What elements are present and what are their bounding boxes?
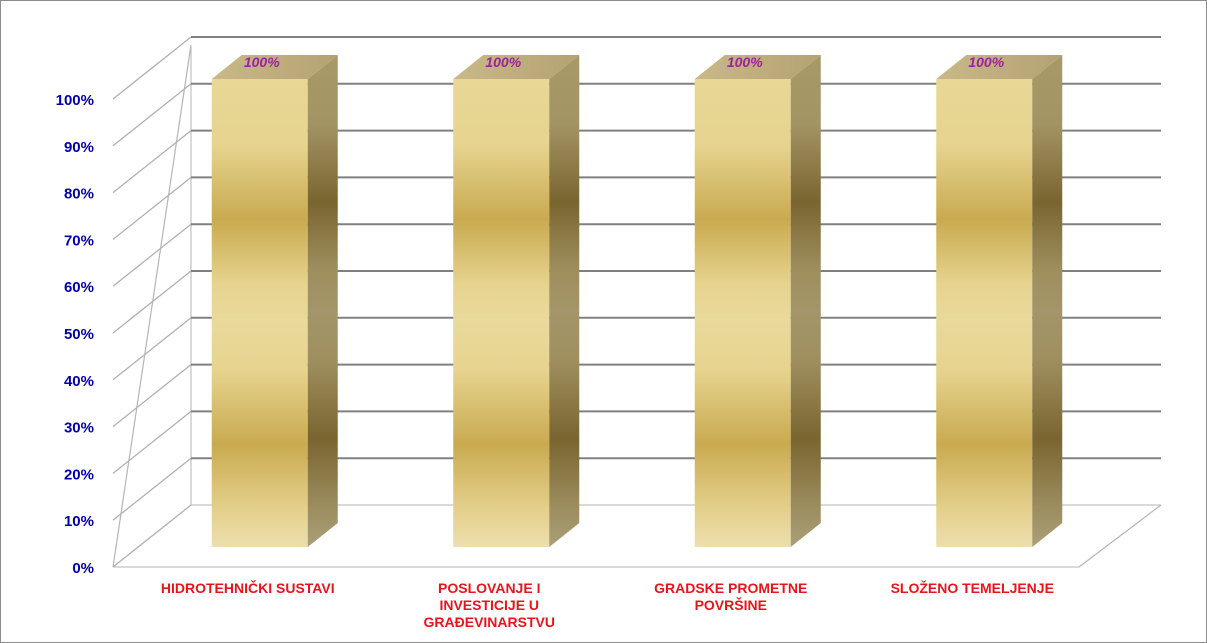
grid-diagonal-7 — [112, 176, 192, 240]
chart-walls — [112, 44, 1162, 568]
y-tick-label-6: 60% — [64, 279, 94, 296]
y-tick-label-5: 50% — [64, 326, 94, 343]
floor-right-edge — [1078, 504, 1162, 568]
data-labels: 100% 100% 100% 100% — [244, 54, 1005, 70]
y-tick-label-0: 0% — [72, 560, 94, 577]
grid-diagonal-0 — [112, 504, 192, 568]
category-label-2-line-1: POVRŠINE — [695, 596, 767, 613]
category-label-3-line-0: SLOŽENO TEMELJENJE — [891, 579, 1054, 596]
bar-front-0 — [211, 79, 308, 547]
bar-1 — [453, 55, 580, 547]
category-label-1-line-1: INVESTICIJE U — [439, 597, 539, 613]
y-tick-label-8: 80% — [64, 186, 94, 203]
category-label-3: SLOŽENO TEMELJENJE — [891, 579, 1054, 596]
data-label-1: 100% — [485, 54, 521, 70]
bar-2 — [694, 55, 821, 547]
category-label-1-line-2: GRAĐEVINARSTVU — [424, 614, 555, 630]
grid-diagonal-6 — [112, 223, 192, 287]
category-label-0-line-0: HIDROTEHNIČKI SUSTAVI — [161, 579, 335, 596]
y-tick-label-7: 70% — [64, 232, 94, 249]
bar-side-1 — [549, 55, 580, 547]
grid-diagonal-9 — [112, 83, 192, 147]
y-tick-label-10: 100% — [56, 92, 94, 109]
bar-top-3 — [936, 55, 1063, 79]
bar-front-1 — [453, 79, 550, 547]
x-axis-category-labels: HIDROTEHNIČKI SUSTAVI POSLOVANJE I INVESTI… — [161, 579, 1054, 630]
category-label-1: POSLOVANJE I INVESTICIJE U GRAĐEVINARSTVU — [424, 580, 555, 630]
category-label-1-line-0: POSLOVANJE I — [438, 580, 540, 596]
y-tick-label-3: 30% — [64, 420, 94, 437]
grid-diagonal-8 — [112, 130, 192, 194]
bar-front-2 — [694, 79, 791, 547]
y-tick-label-2: 20% — [64, 466, 94, 483]
grid-diagonal-2 — [112, 410, 192, 474]
category-label-2-line-0: GRADSKE PROMETNE — [654, 580, 807, 596]
data-label-3: 100% — [968, 54, 1004, 70]
bar-side-3 — [1032, 55, 1063, 547]
data-label-0: 100% — [244, 54, 280, 70]
grid-diagonal-4 — [112, 317, 192, 381]
bar-side-0 — [307, 55, 338, 547]
category-label-0: HIDROTEHNIČKI SUSTAVI — [161, 579, 335, 596]
bar-top-0 — [211, 55, 338, 79]
grid-diagonal-5 — [112, 270, 192, 334]
category-label-2: GRADSKE PROMETNE POVRŠINE — [654, 580, 807, 613]
grid-diagonal-3 — [112, 364, 192, 428]
bar-front-3 — [936, 79, 1033, 547]
y-tick-label-9: 90% — [64, 139, 94, 156]
y-tick-label-4: 40% — [64, 373, 94, 390]
y-axis-tick-labels: 0% 10% 20% 30% 40% 50% 60% 70% 80% 90% 100% — [56, 92, 94, 577]
bar-3 — [936, 55, 1063, 547]
left-wall-edge — [112, 44, 192, 568]
grid-diagonal-10 — [112, 36, 192, 100]
bar-0 — [211, 55, 338, 547]
bar-top-1 — [453, 55, 580, 79]
y-tick-label-1: 10% — [64, 513, 94, 530]
data-label-2: 100% — [727, 54, 763, 70]
grid-diagonal-1 — [112, 457, 192, 521]
bar-top-2 — [694, 55, 821, 79]
bar-side-2 — [790, 55, 821, 547]
bars — [211, 55, 1063, 547]
